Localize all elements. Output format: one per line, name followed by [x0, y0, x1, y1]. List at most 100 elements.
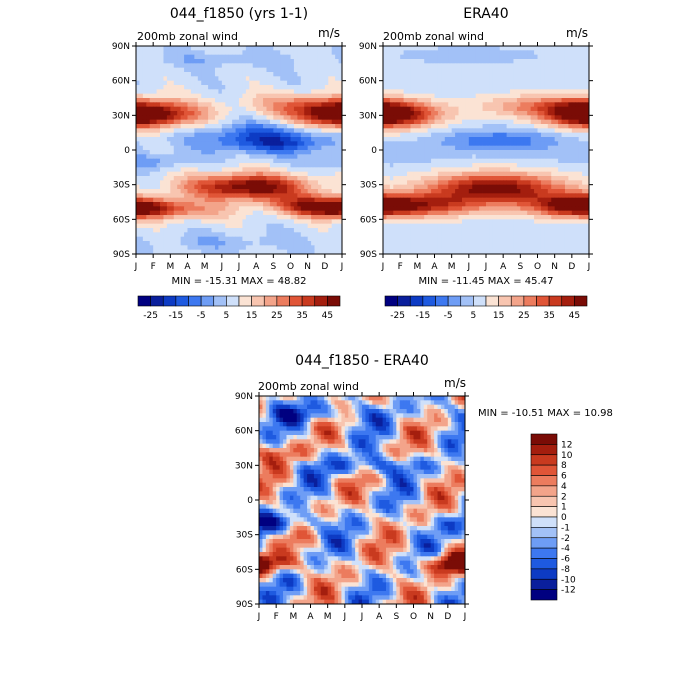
field-cell	[259, 163, 264, 168]
field-cell	[461, 102, 466, 108]
x-tick-label: J	[134, 262, 138, 272]
field-cell	[259, 219, 264, 225]
field-cell	[239, 167, 243, 173]
field-cell	[564, 67, 569, 73]
field-cell	[585, 171, 590, 177]
field-cell	[554, 128, 559, 134]
field-cell	[393, 93, 398, 99]
field-cell	[177, 89, 182, 95]
field-cell	[245, 228, 250, 233]
field-cell	[554, 98, 559, 103]
field-cell	[558, 89, 562, 95]
field-cell	[136, 50, 140, 56]
field-cell	[461, 106, 466, 112]
field-cell	[331, 124, 336, 129]
field-cell	[335, 158, 339, 164]
field-cell	[314, 176, 319, 181]
field-cell	[163, 145, 168, 151]
field-cell	[214, 215, 219, 220]
field-cell	[269, 98, 274, 103]
field-cell	[530, 154, 535, 160]
field-cell	[331, 106, 336, 112]
field-cell	[187, 54, 192, 60]
field-cell	[190, 215, 195, 220]
field-cell	[235, 236, 240, 242]
field-cell	[136, 119, 140, 125]
field-cell	[510, 63, 514, 69]
field-cell	[410, 98, 415, 103]
field-cell	[489, 50, 494, 56]
field-cell	[208, 184, 212, 190]
field-cell	[561, 98, 566, 103]
field-cell	[568, 67, 573, 73]
field-cell	[300, 124, 305, 129]
field-cell	[283, 184, 288, 190]
field-cell	[455, 176, 459, 181]
field-cell	[163, 106, 168, 112]
field-cell	[434, 63, 439, 69]
field-cell	[516, 50, 521, 56]
field-cell	[540, 171, 545, 177]
field-cell	[383, 145, 387, 151]
field-cell	[496, 89, 501, 95]
x-tick-label: F	[151, 262, 156, 272]
field-cell	[211, 98, 216, 103]
field-cell	[516, 111, 521, 116]
field-cell	[170, 98, 175, 103]
field-cell	[506, 111, 511, 116]
field-cell	[269, 76, 274, 82]
field-cell	[266, 98, 271, 103]
field-cell	[444, 167, 449, 173]
field-cell	[266, 184, 271, 190]
field-cell	[290, 76, 295, 82]
field-cell	[146, 150, 151, 155]
field-cell	[400, 124, 404, 129]
field-cell	[153, 141, 157, 147]
field-cell	[221, 228, 226, 233]
field-cell	[311, 98, 315, 103]
field-cell	[499, 137, 504, 142]
field-cell	[266, 236, 271, 242]
field-cell	[389, 128, 394, 134]
field-cell	[153, 111, 157, 116]
field-cell	[496, 163, 501, 168]
field-cell	[321, 119, 326, 125]
field-cell	[506, 102, 511, 108]
field-cell	[280, 163, 285, 168]
field-cell	[492, 102, 497, 108]
field-cell	[407, 89, 411, 95]
field-cell	[513, 158, 518, 164]
field-cell	[403, 54, 408, 60]
field-cell	[139, 132, 144, 138]
field-cell	[173, 189, 178, 194]
field-cell	[448, 171, 453, 177]
field-cell	[335, 180, 339, 186]
field-cell	[311, 223, 315, 229]
field-cell	[496, 63, 501, 69]
colorbar-label: -15	[169, 311, 184, 321]
field-cell	[221, 223, 226, 229]
field-cell	[437, 72, 442, 77]
field-cell	[537, 63, 542, 69]
field-cell	[266, 150, 271, 155]
field-cell	[307, 206, 312, 212]
field-cell	[287, 206, 291, 212]
field-cell	[184, 46, 188, 51]
field-cell	[311, 59, 315, 64]
field-cell	[163, 171, 168, 177]
field-cell	[146, 245, 151, 251]
field-cell	[578, 128, 583, 134]
field-cell	[540, 102, 545, 108]
field-cell	[149, 85, 154, 90]
field-cell	[451, 111, 456, 116]
field-cell	[180, 76, 185, 82]
field-cell	[259, 141, 264, 147]
field-cell	[328, 189, 333, 194]
field-cell	[420, 46, 425, 51]
field-cell	[434, 167, 439, 173]
field-cell	[437, 167, 442, 173]
field-cell	[321, 85, 326, 90]
field-cell	[335, 163, 339, 168]
field-cell	[170, 128, 175, 134]
field-cell	[540, 176, 545, 181]
